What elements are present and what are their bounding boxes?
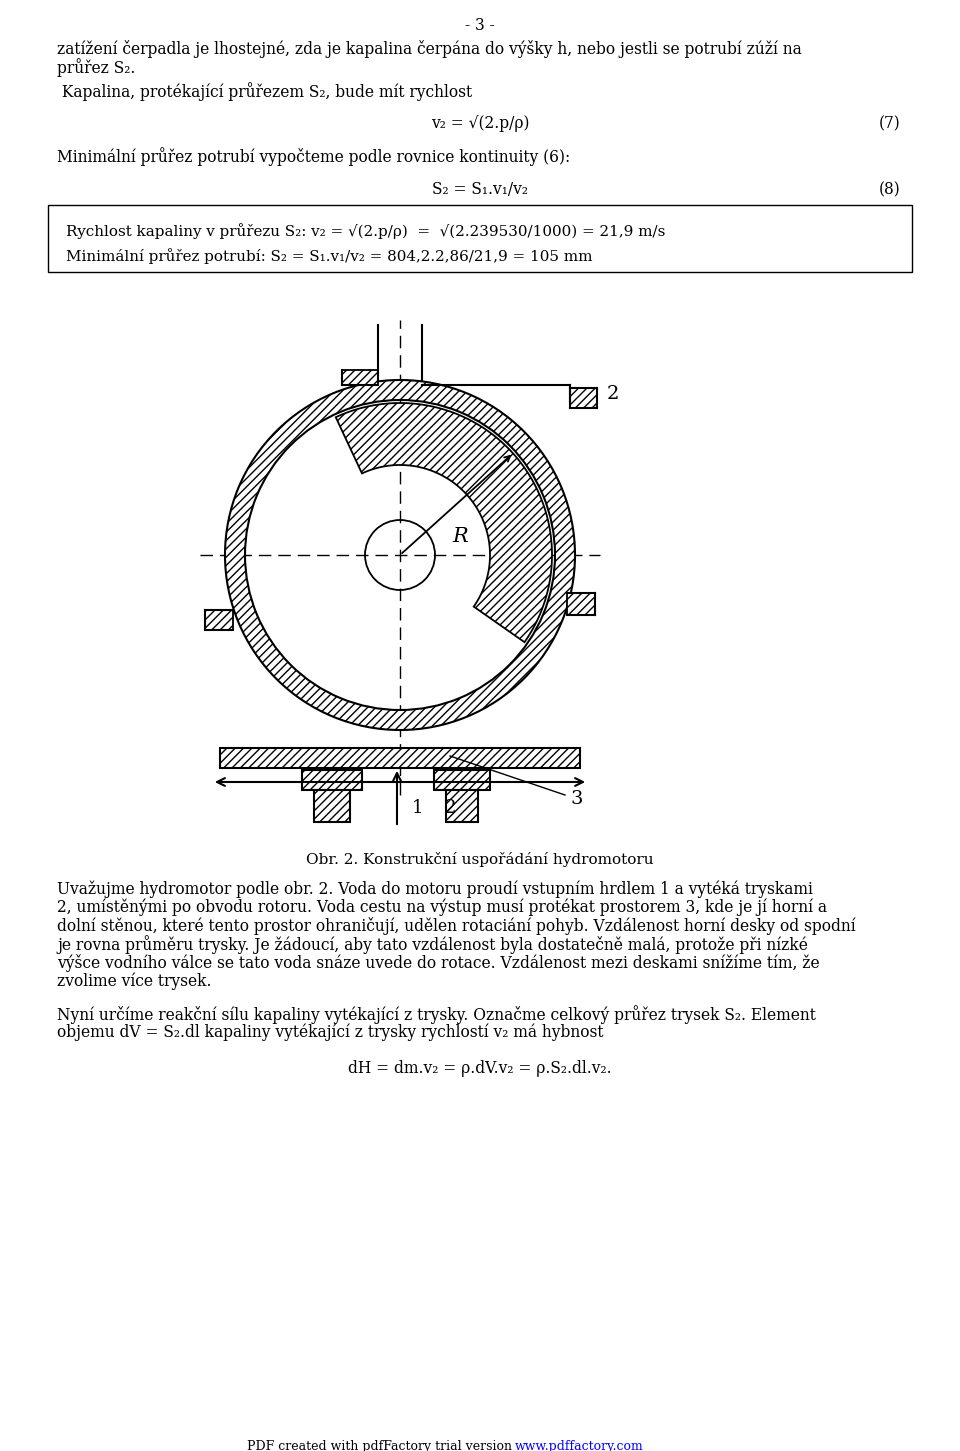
Text: zatížení čerpadla je lhostejné, zda je kapalina čerpána do výšky h, nebo jestli : zatížení čerpadla je lhostejné, zda je k… <box>57 41 802 58</box>
Bar <box>342 370 378 385</box>
Text: (7): (7) <box>878 115 900 132</box>
Bar <box>220 749 580 768</box>
Text: Rychlost kapaliny v průřezu S₂: v₂ = √(2.p/ρ)  =  √(2.239530/1000) = 21,9 m/s: Rychlost kapaliny v průřezu S₂: v₂ = √(2… <box>66 223 665 239</box>
Text: dolní stěnou, které tento prostor ohraničují, udělen rotaciání pohyb. Vzdálenost: dolní stěnou, které tento prostor ohrani… <box>57 917 855 934</box>
Text: Obr. 2. Konstrukční uspořádání hydromotoru: Obr. 2. Konstrukční uspořádání hydromoto… <box>306 852 654 868</box>
Text: Uvažujme hydromotor podle obr. 2. Voda do motoru proudí vstupním hrdlem 1 a vyté: Uvažujme hydromotor podle obr. 2. Voda d… <box>57 879 813 898</box>
Bar <box>314 789 350 823</box>
Text: je rovna průměru trysky. Je žádoucí, aby tato vzdálenost byla dostatečně malá, p: je rovna průměru trysky. Je žádoucí, aby… <box>57 936 808 955</box>
Text: 2: 2 <box>445 800 456 817</box>
Bar <box>434 770 490 789</box>
Text: dH = dm.v₂ = ρ.dV.v₂ = ρ.S₂.dl.v₂.: dH = dm.v₂ = ρ.dV.v₂ = ρ.S₂.dl.v₂. <box>348 1061 612 1077</box>
Polygon shape <box>336 403 552 643</box>
Text: R: R <box>452 528 468 547</box>
Text: zvolime více trysek.: zvolime více trysek. <box>57 972 211 990</box>
Text: v₂ = √(2.p/ρ): v₂ = √(2.p/ρ) <box>431 115 529 132</box>
Text: Minimální průřez potrubí: S₂ = S₁.v₁/v₂ = 804,2.2,86/21,9 = 105 mm: Minimální průřez potrubí: S₂ = S₁.v₁/v₂ … <box>66 248 592 264</box>
Bar <box>48 205 912 271</box>
Text: průřez S₂.: průřez S₂. <box>57 58 135 77</box>
Text: Kapalina, protékající průřezem S₂, bude mít rychlost: Kapalina, protékající průřezem S₂, bude … <box>57 83 472 102</box>
Text: S₂ = S₁.v₁/v₂: S₂ = S₁.v₁/v₂ <box>432 181 528 197</box>
Bar <box>446 789 478 823</box>
Text: 2: 2 <box>607 385 619 403</box>
Text: Minimální průřez potrubí vypočteme podle rovnice kontinuity (6):: Minimální průřez potrubí vypočteme podle… <box>57 147 570 165</box>
Text: (8): (8) <box>878 181 900 197</box>
Bar <box>205 609 233 630</box>
Text: 2, umístěnými po obvodu rotoru. Voda cestu na výstup musí protékat prostorem 3, : 2, umístěnými po obvodu rotoru. Voda ces… <box>57 898 827 916</box>
Text: výšce vodního válce se tato voda snáze uvede do rotace. Vzdálenost mezi deskami : výšce vodního válce se tato voda snáze u… <box>57 953 820 972</box>
Text: 3: 3 <box>570 789 583 808</box>
Bar <box>302 770 362 789</box>
Text: www.pdffactory.com: www.pdffactory.com <box>515 1439 644 1451</box>
Bar <box>567 593 595 615</box>
Text: 1: 1 <box>412 800 423 817</box>
Text: objemu dV = S₂.dl kapaliny vytékající z trysky rychlostí v₂ má hybnost: objemu dV = S₂.dl kapaliny vytékající z … <box>57 1023 604 1040</box>
Text: PDF created with pdfFactory trial version: PDF created with pdfFactory trial versio… <box>247 1439 516 1451</box>
Bar <box>570 387 597 408</box>
Text: Nyní určíme reakční sílu kapaliny vytékající z trysky. Označme celkový průřez tr: Nyní určíme reakční sílu kapaliny vytéka… <box>57 1006 816 1024</box>
Text: - 3 -: - 3 - <box>466 17 494 33</box>
